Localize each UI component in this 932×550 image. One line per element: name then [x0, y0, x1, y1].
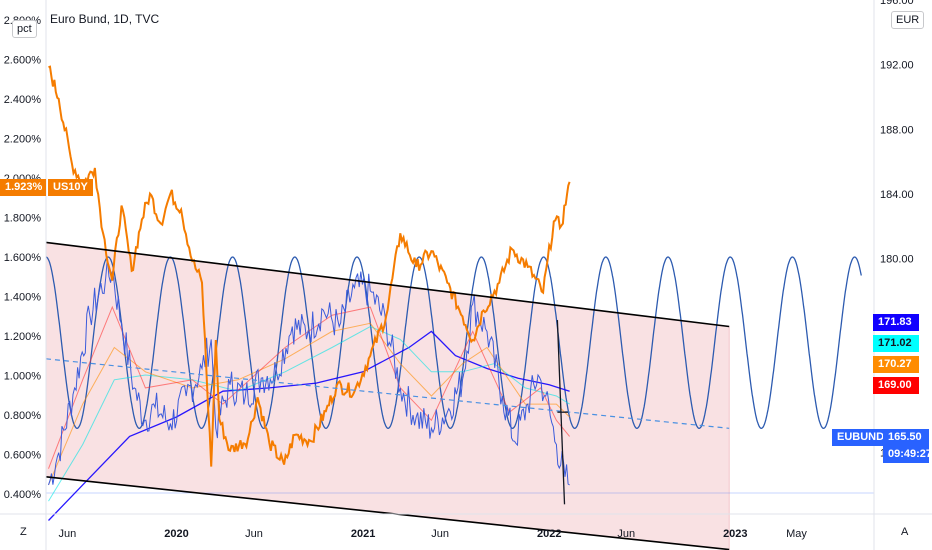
left-axis-tick-label: 0.400%	[4, 489, 42, 501]
channel-lower-line	[45, 476, 730, 550]
left-axis-tick-label: 1.600%	[4, 252, 42, 264]
x-axis-tick-label: 2021	[351, 528, 375, 540]
x-axis-tick-label: Jun	[59, 528, 77, 540]
us10y-price-badge: 1.923%	[0, 179, 46, 196]
left-axis-tick-label: 1.000%	[4, 371, 42, 383]
left-axis-tick-label: 2.600%	[4, 54, 42, 66]
us10y-name-badge: US10Y	[48, 179, 93, 196]
ma-cyan-badge: 171.02	[873, 335, 919, 352]
countdown-badge: 09:49:27	[883, 446, 932, 463]
right-axis-tick-label: 180.00	[880, 254, 914, 266]
auto-scale-z-button[interactable]: Z	[20, 526, 27, 538]
left-axis-tick-label: 0.800%	[4, 410, 42, 422]
left-axis-tick-label: 1.200%	[4, 331, 42, 343]
x-axis-tick-label: 2023	[723, 528, 747, 540]
eubund-name-badge: EUBUND	[832, 429, 890, 446]
chart-title: Euro Bund, 1D, TVC	[50, 12, 160, 26]
us10y-yield-line	[48, 65, 571, 467]
ma-red-line	[48, 305, 570, 469]
ma-orange-badge: 170.27	[873, 356, 919, 373]
cycle-sine-wave	[45, 256, 862, 429]
right-axis-tick-label: 184.00	[880, 189, 914, 201]
x-axis-tick-label: Jun	[617, 528, 635, 540]
left-axis-tick-label: 2.200%	[4, 133, 42, 145]
ma-long-blue-line	[48, 330, 570, 521]
left-unit-label[interactable]: pct	[12, 20, 37, 38]
left-axis-tick-label: 1.800%	[4, 212, 42, 224]
left-axis-tick-label: 1.400%	[4, 292, 42, 304]
right-unit-label[interactable]: EUR	[891, 11, 925, 29]
ma-cyan-line	[48, 325, 570, 502]
x-axis-tick-label: 2020	[164, 528, 188, 540]
series-group	[45, 65, 862, 550]
left-axis-tick-label: 0.600%	[4, 450, 42, 462]
x-axis-tick-label: 2022	[537, 528, 561, 540]
ma-red-badge: 169.00	[873, 377, 919, 394]
right-axis-tick-label: 192.00	[880, 60, 914, 72]
channel-upper-line	[45, 241, 730, 328]
x-axis-tick-label: May	[786, 528, 807, 540]
ma-blue-badge: 171.83	[873, 314, 919, 331]
channel-fill	[46, 242, 730, 550]
left-axis-tick-label: 2.400%	[4, 94, 42, 106]
channel-mid-dashed-line	[45, 358, 730, 429]
right-axis-tick-label: 196.00	[880, 0, 914, 7]
channel-group	[46, 242, 874, 550]
eubund-price-line	[48, 259, 570, 486]
auto-scale-a-button[interactable]: A	[901, 526, 909, 538]
x-axis-tick-label: Jun	[431, 528, 449, 540]
eubund-price-badge: 165.50	[883, 429, 929, 446]
right-axis-tick-label: 188.00	[880, 124, 914, 136]
x-axis-tick-label: Jun	[245, 528, 263, 540]
